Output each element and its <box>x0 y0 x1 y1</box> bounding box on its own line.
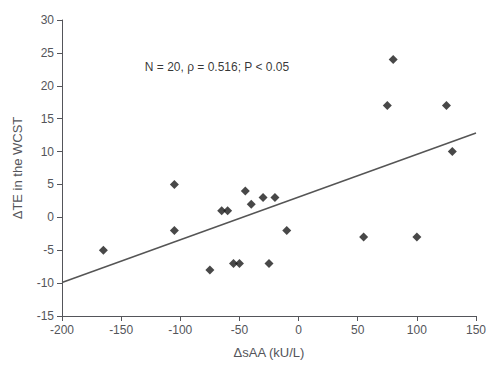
svg-text:30: 30 <box>41 13 55 27</box>
svg-text:20: 20 <box>41 79 55 93</box>
svg-text:0: 0 <box>47 210 54 224</box>
svg-text:-5: -5 <box>43 243 54 257</box>
svg-text:-100: -100 <box>168 323 192 337</box>
svg-text:N = 20, ρ = 0.516; P < 0.05: N = 20, ρ = 0.516; P < 0.05 <box>145 60 290 74</box>
svg-text:-15: -15 <box>37 309 55 323</box>
svg-text:5: 5 <box>47 177 54 191</box>
svg-text:10: 10 <box>41 145 55 159</box>
svg-text:ΔsAA (kU/L): ΔsAA (kU/L) <box>234 345 305 360</box>
svg-text:ΔTE in the WCST: ΔTE in the WCST <box>10 117 25 220</box>
svg-text:0: 0 <box>295 323 302 337</box>
svg-text:150: 150 <box>466 323 486 337</box>
svg-text:25: 25 <box>41 46 55 60</box>
svg-text:-10: -10 <box>37 276 55 290</box>
svg-text:50: 50 <box>351 323 365 337</box>
svg-text:100: 100 <box>407 323 427 337</box>
svg-text:-200: -200 <box>50 323 74 337</box>
svg-text:-50: -50 <box>231 323 249 337</box>
svg-text:-150: -150 <box>109 323 133 337</box>
svg-text:15: 15 <box>41 112 55 126</box>
